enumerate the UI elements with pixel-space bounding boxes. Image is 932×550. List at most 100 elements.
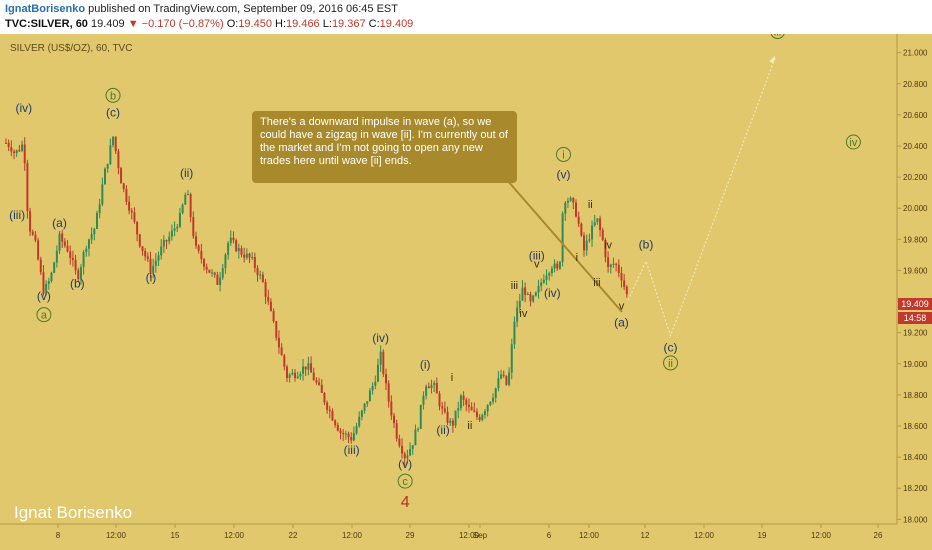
wave-label: iv: [519, 308, 527, 320]
candle-body: [15, 150, 18, 154]
candle-body: [572, 197, 575, 203]
candle-body: [315, 380, 318, 383]
candle-body: [545, 275, 548, 280]
candle-body: [387, 383, 390, 402]
candle-body: [368, 390, 371, 402]
candle-body: [213, 272, 216, 275]
candle-body: [176, 226, 179, 229]
candle-body: [403, 453, 406, 459]
high-value: 19.466: [286, 18, 320, 30]
candle-body: [133, 212, 136, 222]
candle-body: [473, 410, 476, 412]
candle-body: [232, 237, 235, 241]
candle-body: [609, 264, 612, 267]
candle-body: [334, 420, 337, 426]
candle-body: [37, 240, 40, 260]
candle-body: [114, 136, 117, 152]
candle-body: [347, 433, 350, 438]
chart-header: IgnatBorisenko published on TradingView.…: [0, 0, 932, 34]
candle-body: [398, 438, 401, 446]
candle-body: [352, 433, 355, 441]
candle-body: [342, 433, 345, 435]
candle-body: [540, 282, 543, 286]
candle-body: [90, 234, 93, 240]
wave-label: (a): [52, 216, 67, 230]
candle-body: [93, 228, 96, 235]
candle-body: [457, 408, 460, 411]
candle-body: [264, 282, 267, 297]
candle-body: [120, 168, 123, 184]
wave-label: (iii): [9, 208, 25, 222]
candle-body: [344, 433, 347, 435]
open-label: O:: [226, 18, 239, 30]
candle-body: [229, 237, 232, 243]
candle-body: [307, 363, 310, 370]
candle-body: [71, 257, 74, 260]
wave-label: b: [110, 90, 116, 102]
last-price: 19.409: [91, 18, 125, 30]
candle-body: [39, 259, 42, 273]
time-tick-label: 12:00: [459, 531, 480, 540]
candle-body: [542, 279, 545, 283]
candle-body: [516, 307, 519, 322]
candle-body: [607, 257, 610, 267]
candle-body: [384, 374, 387, 384]
candle-body: [13, 151, 16, 154]
price-tick-label: 20.800: [903, 80, 928, 89]
wave-circle: [556, 146, 571, 162]
candle-body: [430, 385, 433, 389]
candle-body: [69, 251, 72, 258]
low-value: 19.367: [331, 18, 366, 30]
candle-body: [355, 426, 358, 434]
symbol-label: TVC:SILVER, 60: [5, 18, 88, 30]
price-tick-label: 19.200: [903, 329, 928, 338]
candle-body: [454, 410, 457, 426]
price-axis-ticks: 21.000 20.800 20.600 20.400 20.200 20.000 19.8…: [897, 49, 928, 524]
wave-label: (i): [420, 357, 431, 371]
candle-body: [87, 239, 90, 249]
wave-circle: [397, 473, 413, 489]
time-tick-label: 12:00: [811, 531, 832, 540]
candle-body: [224, 254, 227, 269]
candle-body: [61, 233, 64, 242]
wave-circle: [105, 87, 121, 103]
candle-body: [465, 399, 468, 405]
wave-label: (b): [639, 238, 654, 252]
candle-body: [318, 382, 321, 385]
wave-label: (v): [37, 289, 51, 303]
wave-label: (b): [70, 277, 85, 291]
candle-body: [219, 277, 222, 285]
wave-label: iii: [774, 34, 781, 39]
candle-body: [585, 240, 588, 251]
candle-body: [152, 265, 155, 273]
candle-body: [419, 404, 422, 429]
price-tick-label: 20.000: [903, 204, 928, 213]
candle-body: [58, 233, 61, 251]
candle-body: [550, 268, 553, 274]
price-tick-label: 18.000: [903, 515, 928, 524]
candle-body: [620, 273, 623, 281]
candle-body: [304, 366, 307, 370]
wave-label: iv: [604, 240, 612, 252]
candle-body: [604, 240, 607, 258]
candle-body: [55, 250, 58, 263]
candle-body: [272, 311, 275, 322]
candle-body: [45, 283, 48, 294]
candle-body: [612, 263, 615, 265]
candle-body: [283, 355, 286, 367]
candle-body: [95, 212, 98, 229]
publish-line: IgnatBorisenko published on TradingView.…: [5, 3, 398, 15]
candle-body: [339, 430, 342, 434]
candle-body: [285, 366, 288, 379]
wave-label: (iii): [344, 443, 360, 457]
candle-body: [513, 321, 516, 345]
candle-body: [526, 293, 529, 295]
candle-body: [502, 374, 505, 376]
candle-body: [393, 415, 396, 424]
author-link[interactable]: IgnatBorisenko: [5, 3, 86, 15]
open-value: 19.450: [238, 18, 272, 30]
candle-body: [253, 256, 256, 269]
candle-body: [529, 293, 532, 302]
wave-label: (v): [398, 457, 412, 471]
